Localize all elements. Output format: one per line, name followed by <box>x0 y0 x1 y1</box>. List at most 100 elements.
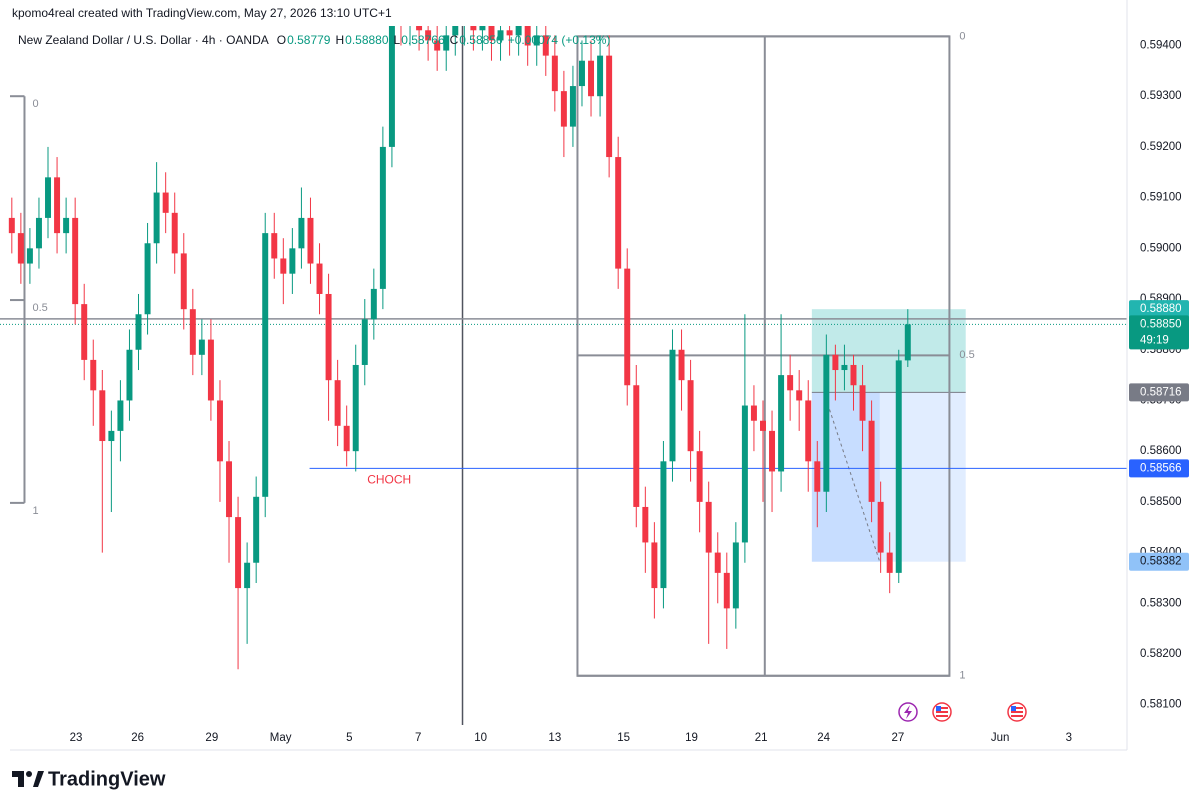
logo-mark <box>33 771 44 787</box>
candle-body <box>361 319 368 365</box>
candle-body <box>850 364 857 386</box>
y-tick-label: 0.58600 <box>1140 445 1182 457</box>
flag-stripe <box>936 711 948 713</box>
y-tick-label: 0.58100 <box>1140 699 1182 711</box>
y-tick-label: 0.58300 <box>1140 597 1182 609</box>
flag-canton <box>936 706 941 711</box>
candle-body <box>660 461 667 589</box>
event-icon[interactable] <box>1007 702 1027 722</box>
fib-level-label: 0.5 <box>959 349 974 361</box>
candle-body <box>506 30 513 36</box>
last-price-tag-label: 0.58850 <box>1140 318 1182 330</box>
candle-body <box>524 26 531 46</box>
candle-body <box>696 451 703 502</box>
candle-body <box>606 55 613 158</box>
legend-value: 0.58880 <box>345 33 389 47</box>
x-tick-label: Jun <box>991 732 1010 744</box>
candle-body <box>479 26 486 31</box>
x-tick-label: 23 <box>70 732 83 744</box>
candle-body <box>117 400 124 431</box>
candle-body <box>81 304 88 360</box>
candle-body <box>877 501 884 553</box>
y-tick-label: 0.59200 <box>1140 141 1182 153</box>
candle-body <box>859 385 866 421</box>
candle-body <box>769 430 776 472</box>
candle-body <box>189 309 196 355</box>
candle-body <box>588 60 595 97</box>
legend-value: 0.58766 <box>401 33 445 47</box>
candle-body <box>760 420 766 431</box>
candle-body <box>823 354 830 492</box>
candle-body <box>741 405 748 543</box>
candle-body <box>515 26 522 36</box>
x-tick-label: 29 <box>205 732 218 744</box>
candle-body <box>207 339 214 401</box>
candle-body <box>280 258 287 274</box>
logo-mark <box>26 771 32 777</box>
plot-area: 0 0.5 1 0 0.5 1 CHOCH <box>0 26 1127 725</box>
candle-body <box>443 35 450 51</box>
x-tick-label: 26 <box>131 732 144 744</box>
candle-body <box>732 542 739 609</box>
choch-price-tag-label: 0.58566 <box>1140 462 1182 474</box>
candle-body <box>651 542 658 589</box>
flag-stripe <box>936 707 948 709</box>
flag-stripe <box>936 715 948 717</box>
x-tick-label: 19 <box>685 732 698 744</box>
choch-label: CHOCH <box>367 473 411 487</box>
event-icon[interactable] <box>932 702 952 722</box>
candle-body <box>714 552 721 573</box>
x-tick-label: 3 <box>1066 732 1072 744</box>
legend-title: New Zealand Dollar / U.S. Dollar · 4h · … <box>18 33 269 47</box>
fib-level-label: 0.5 <box>32 302 47 314</box>
candle-body <box>542 35 549 56</box>
fib-level-label: 0 <box>959 30 965 42</box>
candle-body <box>334 380 341 426</box>
candle-body <box>787 375 794 391</box>
candle-body <box>343 425 350 452</box>
candle-body <box>153 192 160 244</box>
candle-body <box>253 496 260 563</box>
candle-body <box>841 364 848 371</box>
candle-body <box>26 248 33 264</box>
candle-body <box>180 253 187 310</box>
candle-body <box>99 390 106 442</box>
entry-price-tag <box>1129 383 1189 402</box>
legend-key: C <box>450 33 459 47</box>
brand-logo: TradingView <box>12 768 166 790</box>
flag-stripe <box>1011 707 1023 709</box>
last-price-tag <box>1129 315 1189 350</box>
fib-level-label: 1 <box>959 670 965 682</box>
candle-body <box>805 400 812 462</box>
x-tick-label: 27 <box>891 732 904 744</box>
y-tick-label: 0.58500 <box>1140 496 1182 508</box>
x-tick-label: 15 <box>617 732 630 744</box>
candle-body <box>108 430 115 442</box>
candle-body <box>705 501 712 553</box>
candle-body <box>54 177 61 234</box>
candle-body <box>425 30 432 41</box>
candle-body <box>814 461 821 492</box>
candle-body <box>262 233 269 497</box>
candle-body <box>778 375 785 472</box>
legend-key: O <box>277 33 286 47</box>
candle-body <box>388 26 395 147</box>
last-price-tag-countdown: 49:19 <box>1140 334 1169 346</box>
entry-price-tag-label: 0.58716 <box>1140 386 1182 398</box>
candle-body <box>171 212 178 254</box>
stop-price-tag <box>1129 552 1189 571</box>
brand-name: TradingView <box>48 768 166 790</box>
candle-body <box>162 192 169 213</box>
candle-body <box>244 562 251 589</box>
fib-level-label: 0 <box>32 98 38 110</box>
candle-body <box>470 26 477 31</box>
candle-body <box>723 572 730 609</box>
legend-value: 0.58779 <box>287 33 331 47</box>
candle-body <box>886 552 893 573</box>
candle-body <box>452 26 459 36</box>
axes: 0.581000.582000.583000.584000.585000.586… <box>70 40 1189 744</box>
y-tick-label: 0.59000 <box>1140 242 1182 254</box>
legend: New Zealand Dollar / U.S. Dollar · 4h · … <box>18 33 610 47</box>
logo-mark <box>12 771 24 787</box>
